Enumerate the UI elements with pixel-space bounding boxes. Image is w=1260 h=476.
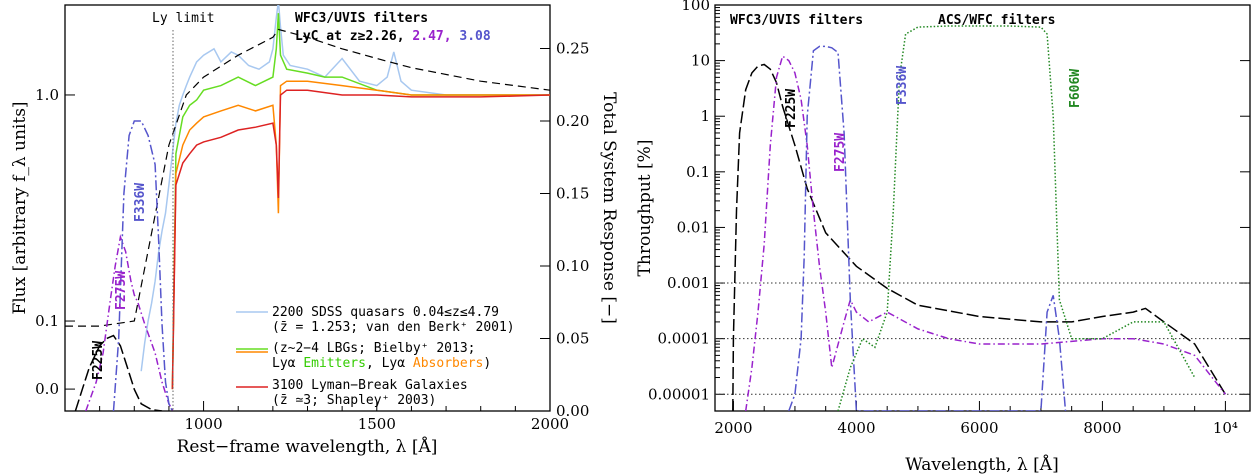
left-f336w-label: F336W: [133, 183, 148, 222]
legend-lbg-line1: (z~2−4 LBGs; Bielby⁺ 2013;: [272, 341, 476, 356]
left-x-tick-label: 1000: [184, 415, 222, 433]
left-series-3100-lyman-break-galaxies: [171, 89, 550, 390]
right-plot-frame: [714, 4, 1251, 412]
legend-quasars-line2: (z̄ = 1.253; van den Berk⁺ 2001): [272, 320, 515, 335]
left-right-tick-label: 0.05: [556, 330, 589, 348]
left-right-tick-label: 0.10: [556, 257, 589, 275]
right-y-tick-label: 0.001: [667, 274, 710, 292]
lyc-z3: 3.08: [459, 29, 490, 44]
right-series-f275w: [744, 54, 1226, 411]
right-y-tick-label: 0.1: [686, 163, 710, 181]
legend-quasars-line1: 2200 SDSS quasars 0.04≤z≤4.79: [272, 305, 499, 320]
left-right-tick-label: 0.00: [556, 402, 589, 420]
left-panel: 1000 1500 2000 0.0 0.1 1.0 0.00 0.05 0.10 0.15 0.2…: [10, 4, 619, 457]
left-y-tick-label: 0.1: [35, 312, 59, 330]
lyc-prefix: LyC at z≥: [295, 29, 366, 44]
left-series-f225w: [74, 334, 163, 411]
left-series-f336w: [112, 120, 174, 411]
right-y-tick-label: 0.00001: [648, 385, 710, 403]
right-f275w-label: F275W: [833, 133, 848, 172]
right-series-f606w: [837, 25, 1196, 411]
legend-shapley-line1: 3100 Lyman−Break Galaxies: [272, 378, 468, 393]
right-x-tick-label: 6000: [960, 419, 998, 437]
left-y-tick-label: 0.0: [35, 380, 59, 398]
right-y-tick-label: 0.0001: [658, 330, 711, 348]
right-x-tick-label: 10⁴: [1213, 419, 1238, 437]
legend-lbg-line2: Lyα Emitters, Lyα Absorbers): [272, 356, 491, 371]
left-series-f275w: [85, 234, 174, 411]
left-series-group: [65, 5, 550, 411]
left-ticks: 1000 1500 2000 0.0 0.1 1.0 0.00 0.05 0.10 0.15 0.2…: [35, 40, 589, 434]
right-x-tick-label: 4000: [837, 419, 875, 437]
right-y-tick-label: 1: [700, 107, 710, 125]
left-legend: 2200 SDSS quasars 0.04≤z≤4.79 (z̄ = 1.25…: [236, 305, 515, 408]
left-right-axis-label: Total System Response [−]: [599, 92, 619, 324]
right-f606w-label: F606W: [1068, 69, 1083, 108]
acs-filters-title: ACS/WFC filters: [938, 13, 1055, 28]
left-x-tick-label: 2000: [531, 415, 569, 433]
right-x-tick-label: 2000: [714, 419, 752, 437]
right-series-f225w: [732, 63, 1227, 411]
ly-limit-label: Ly limit: [152, 11, 215, 26]
left-x-tick-label: 1500: [358, 415, 396, 433]
right-y-axis-label: Throughput [%]: [635, 140, 655, 277]
right-panel: 2000 4000 6000 8000 10⁴ 0.00001 0.0001 0.001 0.0…: [635, 0, 1251, 475]
left-y-tick-label: 1.0: [35, 86, 59, 104]
lyc-z1: 2.26,: [365, 29, 404, 44]
left-right-tick-label: 0.20: [556, 112, 589, 130]
wfc3-filters-title: WFC3/UVIS filters: [730, 13, 863, 28]
right-y-tick-label: 10: [691, 52, 710, 70]
right-y-tick-label: 100: [681, 0, 710, 14]
filters-title: WFC3/UVIS filters: [295, 11, 428, 26]
right-f336w-label: F336W: [895, 66, 910, 105]
lyc-redshift-label: LyC at z≥2.26, 2.47, 3.08: [295, 29, 491, 44]
right-series-group: [732, 25, 1227, 411]
left-f275w-label: F275W: [114, 271, 129, 310]
left-right-tick-label: 0.25: [556, 40, 589, 58]
left-x-axis-label: Rest−frame wavelength, λ [Å]: [177, 436, 438, 457]
left-series-power-law: [65, 28, 550, 327]
left-f225w-label: F225W: [91, 341, 106, 380]
right-f225w-label: F225W: [784, 89, 799, 128]
legend-emitters-word: Emitters: [303, 356, 366, 371]
right-y-tick-label: 0.01: [677, 218, 710, 236]
right-x-axis-label: Wavelength, λ [Å]: [905, 454, 1058, 475]
right-x-tick-label: 8000: [1083, 419, 1121, 437]
left-series-2200-sdss-quasars: [140, 5, 550, 372]
right-ticks: 2000 4000 6000 8000 10⁴ 0.00001 0.0001 0.001 0.0…: [648, 0, 1250, 437]
left-right-tick-label: 0.15: [556, 185, 589, 203]
legend-shapley-line2: (z̄ ≃3; Shapley⁺ 2003): [272, 393, 436, 408]
right-series-f336w: [788, 45, 1067, 411]
legend-absorbers-word: Absorbers: [413, 356, 483, 371]
lyc-z2: 2.47,: [412, 29, 451, 44]
left-y-axis-label: Flux [arbitrary f_λ units]: [10, 101, 30, 314]
